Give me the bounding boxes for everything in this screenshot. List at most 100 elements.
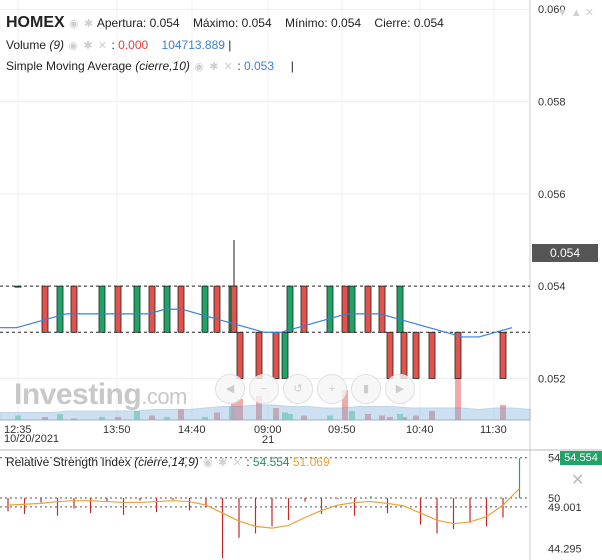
sma-param: (cierre,10) xyxy=(135,59,190,73)
rsi-label: Relative Strength Index xyxy=(6,455,131,469)
candle-body xyxy=(148,285,156,333)
volume-bar xyxy=(71,418,77,420)
volume-sma-area xyxy=(0,404,531,421)
zoom-out-icon[interactable]: − xyxy=(249,374,279,404)
volume-bar xyxy=(57,414,63,420)
volume-bar xyxy=(231,402,237,420)
close-icon[interactable]: ✕ xyxy=(223,61,233,73)
symbol-name: HOMEX xyxy=(6,14,65,31)
candle-body xyxy=(56,285,64,333)
eye-icon[interactable]: ◉ xyxy=(194,61,204,73)
candle-body xyxy=(41,285,49,333)
volume-bar xyxy=(134,411,140,420)
gear-icon[interactable]: ✱ xyxy=(83,40,93,52)
candle-body xyxy=(341,285,349,333)
candle-body xyxy=(386,331,394,379)
volume-bar xyxy=(214,412,220,420)
volume-bar xyxy=(397,414,403,420)
candle-body xyxy=(300,285,308,333)
volume-bar xyxy=(301,415,307,420)
candle-body xyxy=(378,285,386,333)
candle-body xyxy=(428,331,436,379)
chevron-down-icon[interactable]: ▼ xyxy=(556,7,568,19)
volume-legend: Volume (9) ◉ ✱ ✕ : 0.000 104713.889 | xyxy=(6,38,232,52)
volume-value-1: 0.000 xyxy=(118,38,149,52)
volume-bar xyxy=(429,411,435,420)
eye-icon[interactable]: ◉ xyxy=(68,40,78,52)
price-tick-label: 0.056 xyxy=(538,189,566,201)
scroll-left-icon[interactable]: ◀ xyxy=(215,374,245,404)
time-tick-label: 13:50 xyxy=(103,424,131,436)
close-icon[interactable]: ✕ xyxy=(232,457,242,469)
candle-body xyxy=(255,331,263,379)
candle-body xyxy=(230,285,238,333)
candle-body xyxy=(348,285,356,333)
volume-bar xyxy=(282,412,288,420)
price-tick-label: 0.060 xyxy=(538,4,566,16)
rsi-signal-line xyxy=(7,488,520,529)
volume-bar xyxy=(273,408,279,420)
candle-body xyxy=(499,331,507,379)
close-label: Cierre: xyxy=(374,16,411,30)
candle-body xyxy=(14,285,22,288)
volume-value-2: 104713.889 xyxy=(161,38,225,52)
candle-body xyxy=(286,285,294,333)
close-icon[interactable]: ✕ xyxy=(97,40,108,52)
time-tick-label: 09:00 xyxy=(254,424,282,436)
gear-icon[interactable]: ✱ xyxy=(83,18,94,30)
eye-icon[interactable]: ◉ xyxy=(203,457,213,469)
price-legend: HOMEX ◉ ✱ Apertura: 0.054 Máximo: 0.054 … xyxy=(6,14,444,32)
bars-icon[interactable]: ▮ xyxy=(351,374,381,404)
gear-icon[interactable]: ✱ xyxy=(209,61,219,73)
current-price-label: 0.054 xyxy=(532,244,598,262)
rsi-tick-label: 49.001 xyxy=(548,502,582,514)
volume-label: Volume xyxy=(6,38,47,52)
volume-bar xyxy=(149,415,155,420)
price-tick-label: 0.058 xyxy=(538,97,566,109)
candle-body xyxy=(98,285,106,333)
zoom-in-icon[interactable]: + xyxy=(317,374,347,404)
volume-bar xyxy=(365,414,371,420)
date-label: 10/20/2021 xyxy=(4,433,59,445)
time-tick-label: 10:40 xyxy=(406,424,434,436)
volume-bar xyxy=(202,417,208,420)
candle-body xyxy=(396,285,404,333)
volume-bar xyxy=(164,417,170,420)
volume-bar xyxy=(387,417,393,420)
candle-body xyxy=(201,285,209,333)
candle-body xyxy=(364,285,372,333)
volume-bar xyxy=(237,399,243,420)
open-value: 0.054 xyxy=(149,16,180,30)
close-value: 0.054 xyxy=(413,16,444,30)
reset-icon[interactable]: ↺ xyxy=(283,374,313,404)
volume-bar xyxy=(455,378,461,420)
volume-bar xyxy=(401,417,407,420)
rsi-legend: Relative Strength Index (cierre,14,9) ◉ … xyxy=(6,455,330,469)
time-tick-label: 09:50 xyxy=(328,424,356,436)
candle-body xyxy=(70,285,78,333)
eye-icon[interactable]: ◉ xyxy=(69,18,79,30)
candle-body xyxy=(326,285,334,333)
close-icon[interactable]: ✕ xyxy=(571,472,585,489)
volume-bar xyxy=(256,396,262,420)
gear-icon[interactable]: ✱ xyxy=(218,457,228,469)
chevron-up-icon[interactable]: ▲ xyxy=(570,7,582,19)
rsi-value-1: 54.554 xyxy=(252,455,290,469)
sma-value: 0.053 xyxy=(244,59,275,73)
time-tick-label: 12:35 xyxy=(4,424,32,436)
low-value: 0.054 xyxy=(331,16,362,30)
high-label: Máximo: xyxy=(192,16,239,30)
low-label: Mínimo: xyxy=(285,16,328,30)
candle-body xyxy=(114,285,122,333)
scroll-right-icon[interactable]: ▶ xyxy=(385,374,415,404)
rsi-param: (cierre,14,9) xyxy=(134,455,199,469)
close-icon[interactable]: ✕ xyxy=(584,7,594,19)
volume-bar xyxy=(349,411,355,420)
chart-navigation: ◀ − ↺ + ▮ ▶ xyxy=(215,374,415,404)
sma-legend: Simple Moving Average (cierre,10) ◉ ✱ ✕ … xyxy=(6,59,294,73)
volume-bar xyxy=(327,415,333,420)
sma-label: Simple Moving Average xyxy=(6,59,132,73)
candle-body xyxy=(454,331,462,379)
volume-bar xyxy=(287,414,293,420)
